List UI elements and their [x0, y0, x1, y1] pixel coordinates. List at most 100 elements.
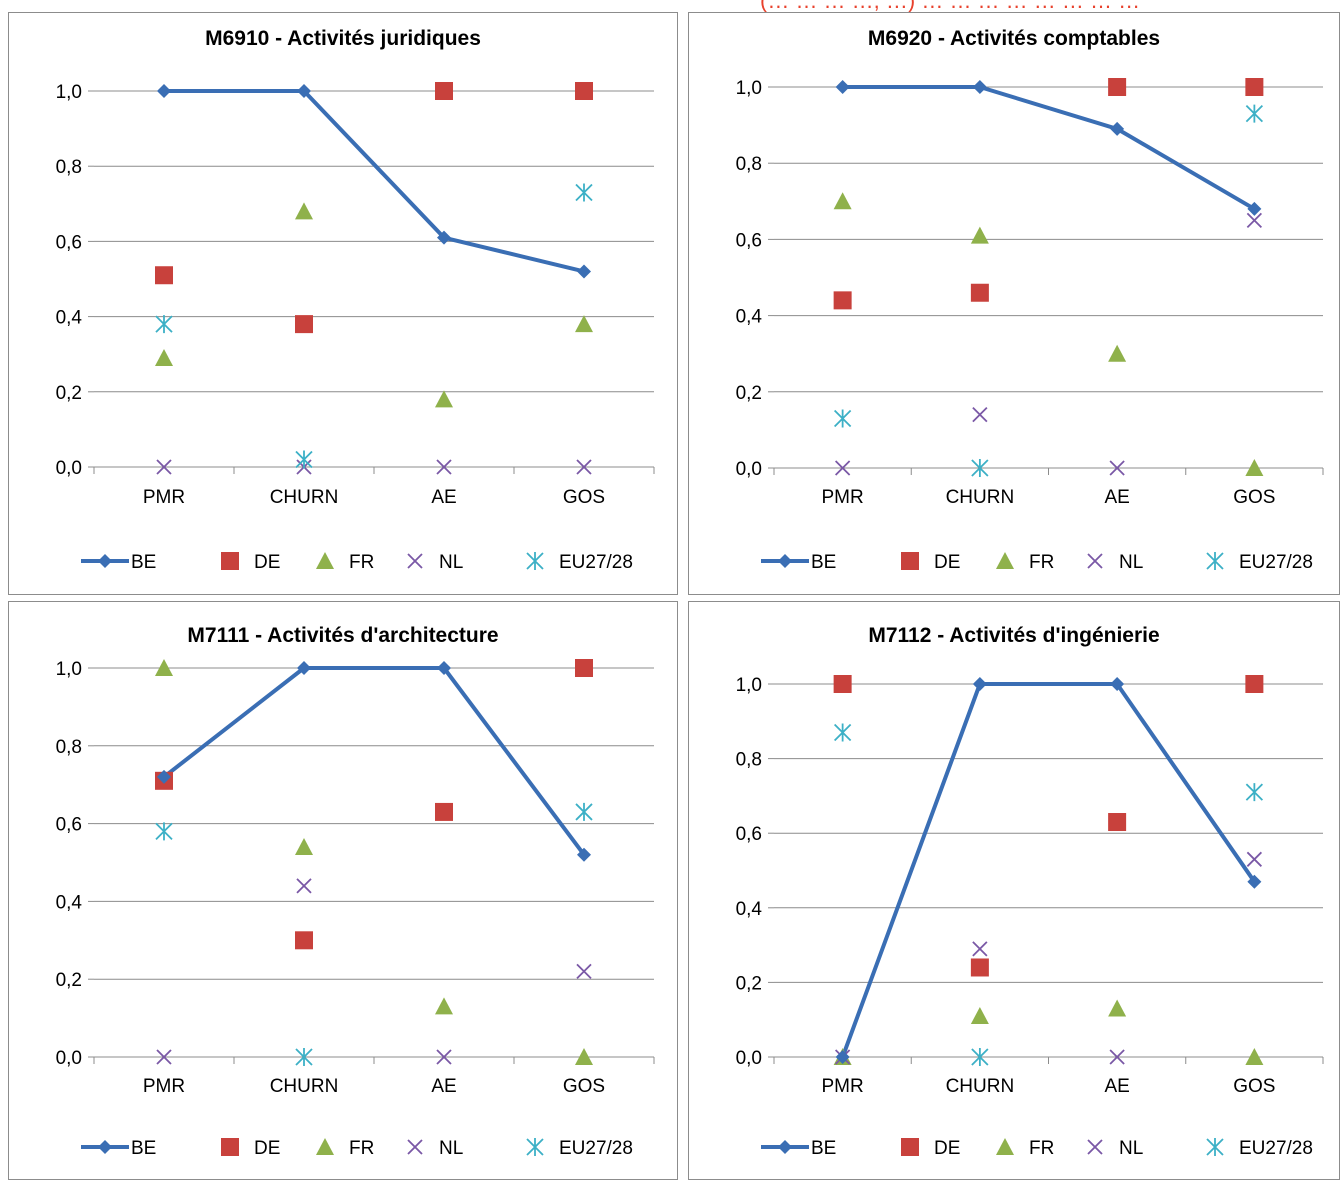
point-be-gos — [1247, 201, 1262, 216]
y-tick-label: 1,0 — [56, 659, 82, 680]
x-tick-label: PMR — [143, 487, 185, 508]
point-nl-ae — [1109, 460, 1125, 476]
x-tick-label: AE — [1104, 1076, 1129, 1097]
legend-label-nl: NL — [1119, 552, 1143, 573]
x-tick-label: PMR — [143, 1076, 185, 1097]
y-tick-label: 0,2 — [736, 973, 762, 994]
x-tick-label: CHURN — [270, 1076, 339, 1097]
x-tick-label: PMR — [822, 487, 864, 508]
point-eu27-28-gos — [1245, 104, 1264, 123]
point-de-gos — [575, 82, 593, 100]
chart-panel-m7112: M7112 - Activités d'ingénierie 0,0 0,2 0,4 0… — [688, 601, 1340, 1180]
legend-label-be: BE — [811, 1138, 836, 1159]
point-eu27-28-pmr — [833, 723, 852, 742]
point-de-pmr — [833, 675, 852, 693]
legend-label-eu27-28: EU27/28 — [1239, 1138, 1313, 1159]
point-de-ae — [1108, 813, 1127, 832]
legend-label-de: DE — [254, 1138, 280, 1159]
point-fr-churn — [970, 1006, 989, 1024]
point-eu27-28-gos — [1245, 783, 1264, 802]
y-tick-label: 0,2 — [56, 383, 82, 404]
y-tick-label: 0,8 — [56, 737, 82, 758]
legend-label-nl: NL — [439, 552, 463, 573]
point-fr-pmr — [833, 192, 852, 210]
point-be-pmr — [157, 84, 171, 98]
legend-marker-fr — [316, 1138, 334, 1155]
point-eu27-28-pmr — [833, 409, 852, 428]
y-tick-label: 0,4 — [56, 892, 83, 913]
legend-marker-eu27-28 — [1206, 1138, 1224, 1156]
point-fr-pmr — [155, 348, 173, 366]
x-tick-label: CHURN — [946, 487, 1015, 508]
point-de-churn — [295, 931, 313, 950]
legend-marker-nl — [407, 1139, 423, 1155]
legend-label-fr: FR — [1029, 1138, 1054, 1159]
legend-label-nl: NL — [439, 1138, 463, 1159]
point-fr-ae — [1108, 344, 1127, 362]
point-be-pmr — [835, 1050, 850, 1064]
point-nl-churn — [972, 407, 988, 423]
point-fr-churn — [295, 837, 313, 855]
legend-marker-eu27-28 — [526, 1138, 544, 1156]
point-nl-pmr — [834, 460, 851, 476]
point-de-gos — [575, 659, 593, 677]
legend-marker-be — [98, 1140, 112, 1154]
y-tick-label: 0,4 — [736, 899, 763, 920]
point-eu27-28-churn — [971, 459, 989, 477]
point-eu27-28-gos — [575, 802, 593, 821]
legend-label-fr: FR — [349, 1138, 374, 1159]
y-tick-label: 0,4 — [736, 307, 763, 328]
point-be-churn — [297, 84, 311, 98]
x-tick-label: PMR — [822, 1076, 864, 1097]
legend-marker-nl — [1087, 1139, 1103, 1155]
point-nl-churn — [972, 941, 988, 957]
point-fr-ae — [435, 997, 453, 1015]
y-tick-label: 0,8 — [736, 154, 762, 175]
series-line-be — [162, 666, 586, 856]
point-nl-gos — [1246, 851, 1263, 867]
point-nl-ae — [436, 1049, 452, 1065]
point-nl-ae — [1109, 1049, 1125, 1065]
y-tick-label: 1,0 — [736, 675, 762, 696]
point-be-ae — [1110, 677, 1125, 691]
point-nl-ae — [436, 459, 452, 475]
point-de-pmr — [833, 291, 852, 310]
series-line-be — [842, 85, 1256, 211]
x-tick-label: GOS — [563, 487, 605, 508]
chart-svg-m7112: M7112 - Activités d'ingénierie 0,0 0,2 0,4 0… — [736, 624, 1324, 1159]
point-de-gos — [1245, 78, 1264, 96]
y-tick-label: 0,4 — [56, 308, 83, 329]
point-be-churn — [972, 677, 987, 691]
point-eu27-28-gos — [575, 183, 593, 202]
point-be-pmr — [835, 80, 850, 94]
y-tick-label: 0,0 — [736, 1048, 762, 1069]
point-eu27-28-churn — [971, 1048, 989, 1066]
y-tick-label: 0,0 — [56, 1048, 82, 1069]
point-be-ae — [437, 230, 451, 245]
legend-label-fr: FR — [1029, 552, 1054, 573]
point-eu27-28-pmr — [155, 822, 173, 841]
y-tick-label: 1,0 — [736, 78, 762, 99]
point-fr-gos — [575, 1048, 593, 1065]
legend-marker-eu27-28 — [526, 552, 544, 570]
legend-marker-de — [221, 552, 239, 570]
point-be-churn — [297, 661, 311, 675]
y-tick-label: 0,6 — [56, 232, 82, 253]
y-tick-label: 0,6 — [56, 815, 82, 836]
point-nl-pmr — [156, 459, 172, 475]
y-tick-label: 0,6 — [736, 230, 762, 251]
x-tick-label: AE — [431, 487, 456, 508]
point-de-ae — [435, 802, 453, 821]
legend-label-be: BE — [131, 1138, 156, 1159]
legend-marker-fr — [996, 1138, 1014, 1155]
y-tick-label: 0,2 — [736, 383, 762, 404]
chart-title: M6920 - Activités comptables — [868, 27, 1160, 50]
legend-marker-be — [98, 554, 112, 568]
x-tick-label: GOS — [1233, 1076, 1275, 1097]
point-eu27-28-pmr — [155, 315, 173, 334]
x-tick-label: CHURN — [946, 1076, 1015, 1097]
legend-label-de: DE — [934, 1138, 960, 1159]
chart-panel-m7111: M7111 - Activités d'architecture 0,0 0,2 0,… — [8, 601, 678, 1180]
y-tick-label: 0,0 — [56, 458, 82, 479]
point-be-ae — [1110, 121, 1125, 136]
